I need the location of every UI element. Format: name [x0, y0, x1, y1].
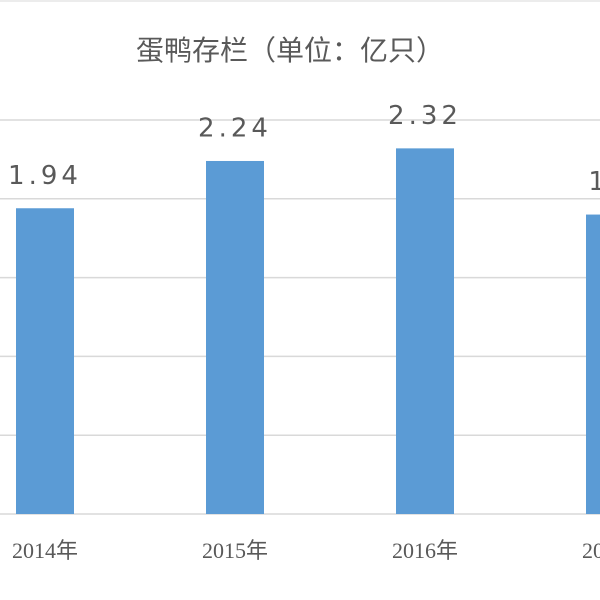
x-tick-label: 2014年 — [12, 538, 78, 563]
bar — [396, 148, 454, 515]
data-label: 2.32 — [388, 101, 462, 131]
data-label: 1.9 — [588, 167, 600, 197]
x-tick-label: 2017年 — [582, 538, 600, 563]
data-label: 2.24 — [198, 113, 272, 143]
x-tick-label: 2016年 — [392, 538, 458, 563]
bar — [206, 160, 264, 514]
data-label: 1.94 — [8, 161, 82, 191]
chart-title: 蛋鸭存栏（单位：亿只） — [136, 34, 444, 67]
bar — [586, 214, 600, 514]
x-tick-label: 2015年 — [202, 538, 268, 563]
bar — [16, 208, 74, 515]
